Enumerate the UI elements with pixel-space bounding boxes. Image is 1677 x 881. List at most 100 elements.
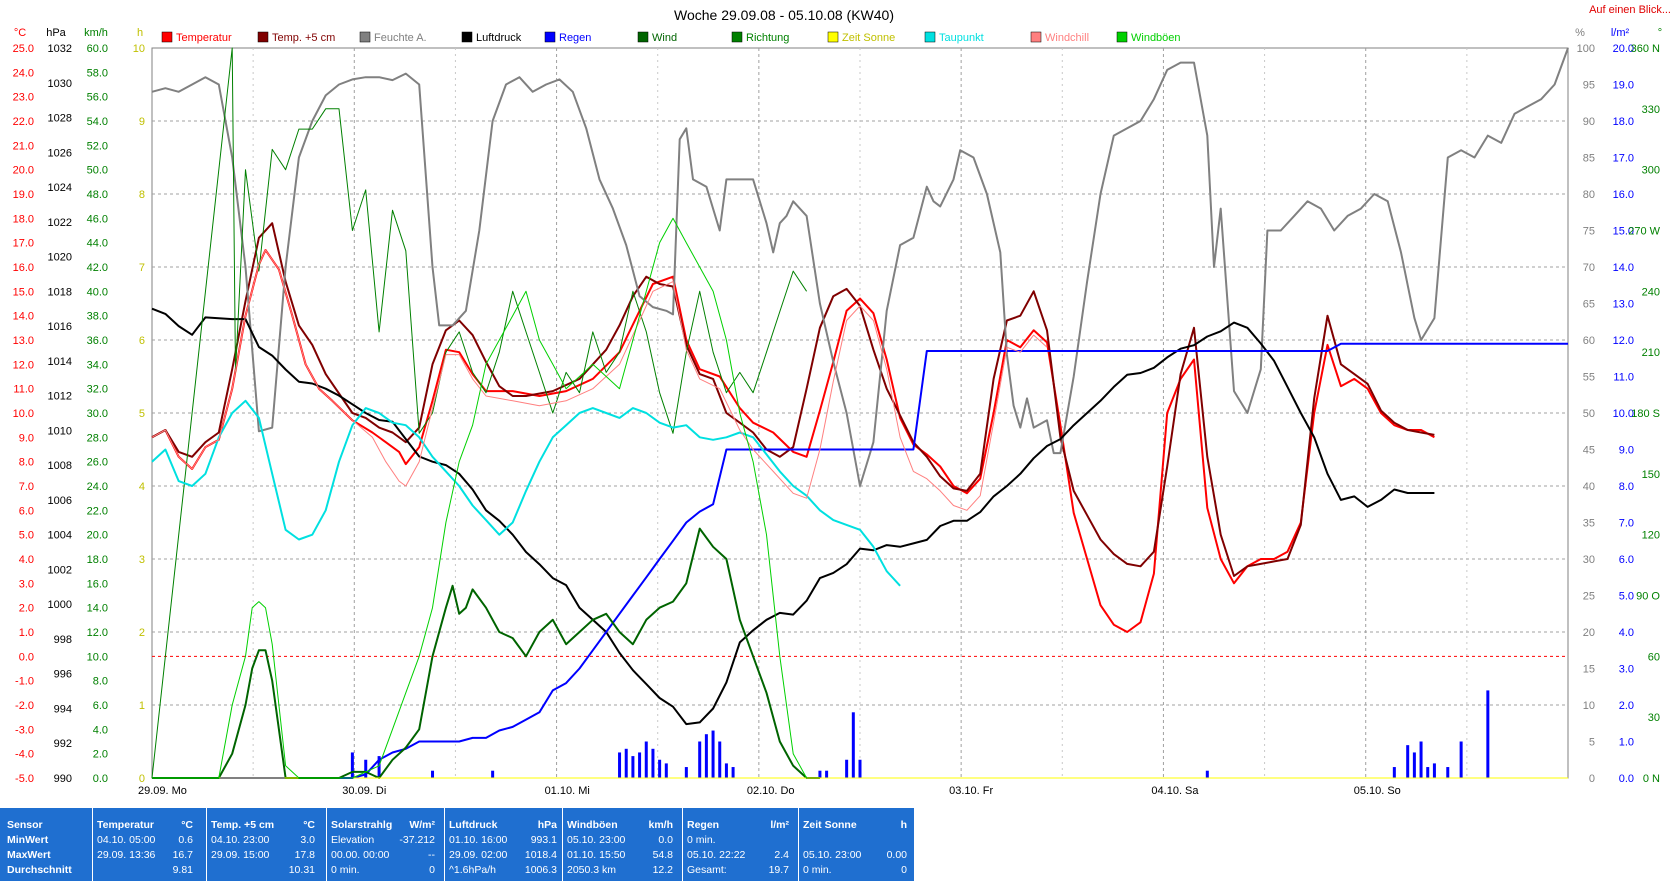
- legend-swatch: [924, 31, 936, 43]
- x-tick-label: 01.10. Mi: [545, 785, 590, 797]
- x-tick-label: 05.10. So: [1354, 785, 1401, 797]
- axis-tick-hum_pct: 0: [1589, 773, 1595, 785]
- stat-temp5-title: Temp. +5 cm: [211, 819, 275, 831]
- axis-tick-press_hpa: 1020: [48, 252, 72, 264]
- axis-tick-hum_pct: 55: [1583, 372, 1595, 384]
- legend-swatch: [1116, 31, 1128, 43]
- axis-tick-dir_deg: 240: [1642, 286, 1660, 298]
- axis-tick-press_hpa: 996: [54, 669, 72, 681]
- axis-tick-rain_lm2: 0.0: [1619, 773, 1634, 785]
- stat-windboeen-avg: 12.2: [652, 864, 673, 876]
- axis-tick-hum_pct: 35: [1583, 518, 1595, 530]
- stat-windboeen-avg_time: 2050.3 km: [567, 864, 617, 876]
- rain-bar: [491, 770, 495, 778]
- rain-bar: [1205, 770, 1209, 778]
- axis-tick-dir_deg: 360 N: [1631, 43, 1660, 55]
- axis-tick-sun_h: 5: [139, 408, 145, 420]
- stats-group-temp5: Temp. +5 cm °C 04.10. 23:00 3.0 29.09. 15:00…: [206, 808, 319, 881]
- axis-tick-press_hpa: 1000: [48, 599, 72, 611]
- stat-windboeen-min_time: 05.10. 23:00: [567, 834, 626, 846]
- axis-tick-hum_pct: 20: [1583, 627, 1595, 639]
- axis-tick-press_hpa: 1018: [48, 286, 72, 298]
- axis-tick-wind_kmh: 24.0: [87, 481, 108, 493]
- axis-tick-wind_kmh: 30.0: [87, 408, 108, 420]
- stat-temp5-min_val: 3.0: [300, 834, 315, 846]
- axis-tick-rain_lm2: 10.0: [1613, 408, 1634, 420]
- axis-tick-temp_c: -3.0: [15, 724, 34, 736]
- axis-tick-temp_c: 23.0: [13, 92, 34, 104]
- axis-tick-temp_c: 25.0: [13, 43, 34, 55]
- rain-bar: [851, 712, 855, 778]
- stat-temp5-avg: 10.31: [288, 864, 315, 876]
- legend-swatch: [461, 31, 473, 43]
- legend-swatch: [161, 31, 173, 43]
- rain-bar: [1412, 752, 1416, 778]
- axis-tick-sun_h: 8: [139, 189, 145, 201]
- legend-swatch: [359, 31, 371, 43]
- rain-bar: [1446, 767, 1450, 778]
- axis-tick-press_hpa: 1006: [48, 495, 72, 507]
- axis-tick-temp_c: 22.0: [13, 116, 34, 128]
- axis-tick-rain_lm2: 13.0: [1613, 299, 1634, 311]
- axis-tick-temp_c: 21.0: [13, 140, 34, 152]
- series-line-regen: [152, 342, 1568, 779]
- stat-regen-max_time: 05.10. 22:22: [687, 849, 746, 861]
- axis-tick-rain_lm2: 11.0: [1613, 372, 1634, 384]
- overview-link[interactable]: Auf einen Blick...: [1589, 4, 1671, 16]
- axis-tick-dir_deg: 150: [1642, 469, 1660, 481]
- axis-tick-sun_h: 10: [133, 43, 145, 55]
- axis-tick-press_hpa: 992: [54, 738, 72, 750]
- rain-bar: [845, 759, 849, 778]
- axis-tick-wind_kmh: 42.0: [87, 262, 108, 274]
- series-line-wind: [152, 527, 820, 779]
- axis-tick-sun_h: 2: [139, 627, 145, 639]
- rain-bar: [718, 741, 722, 778]
- axis-tick-wind_kmh: 8.0: [93, 676, 108, 688]
- axis-tick-hum_pct: 25: [1583, 591, 1595, 603]
- rain-bar: [704, 734, 708, 778]
- axis-tick-dir_deg: 90 O: [1636, 591, 1660, 603]
- stat-luftdruck-min_val: 993.1: [530, 834, 557, 846]
- legend-label: Windböen: [1131, 32, 1181, 44]
- axis-tick-hum_pct: 15: [1583, 664, 1595, 676]
- axis-tick-press_hpa: 1002: [48, 564, 72, 576]
- rain-bar: [377, 756, 381, 778]
- stat-solar-title: Solarstrahlg: [331, 819, 393, 831]
- rain-bar: [631, 756, 635, 778]
- stat-sonne-max_val: 0.00: [886, 849, 907, 861]
- axis-tick-press_hpa: 1010: [48, 425, 72, 437]
- axis-tick-wind_kmh: 32.0: [87, 384, 108, 396]
- axis-tick-rain_lm2: 1.0: [1619, 737, 1634, 749]
- axis-tick-press_hpa: 998: [54, 634, 72, 646]
- axis-tick-hum_pct: 80: [1583, 189, 1595, 201]
- axis-tick-temp_c: 17.0: [13, 238, 34, 250]
- axis-tick-rain_lm2: 17.0: [1613, 153, 1634, 165]
- stat-sonne-max_time: 05.10. 23:00: [803, 849, 862, 861]
- rain-bar: [711, 730, 715, 778]
- stat-temp5-unit: °C: [303, 819, 315, 831]
- axis-tick-hum_pct: 95: [1583, 80, 1595, 92]
- stat-temp5-max_val: 17.8: [294, 849, 315, 861]
- axis-tick-hum_pct: 100: [1577, 43, 1595, 55]
- rain-bars: [350, 690, 1490, 778]
- x-tick-label: 03.10. Fr: [949, 785, 993, 797]
- axis-tick-wind_kmh: 0.0: [93, 773, 108, 785]
- weather-chart: 29.09. Mo 30.09. Di 01.10. Mi 02.10. Do 03.1…: [13, 7, 1663, 797]
- axis-tick-hum_pct: 50: [1583, 408, 1595, 420]
- axis-tick-temp_c: 20.0: [13, 165, 34, 177]
- axis-tick-sun_h: 7: [139, 262, 145, 274]
- stat-temperatur-min_time: 04.10. 05:00: [97, 834, 156, 846]
- legend-swatch: [637, 31, 649, 43]
- rain-bar: [724, 763, 728, 778]
- stats-group-luftdruck: Luftdruck hPa 01.10. 16:00 993.1 29.09. 02:0…: [444, 808, 561, 881]
- axis-unit-dir_deg: °: [1658, 27, 1662, 39]
- axis-tick-rain_lm2: 20.0: [1613, 43, 1634, 55]
- stat-solar-avg_time: 0 min.: [331, 864, 360, 876]
- stat-sonne-avg_time: 0 min.: [803, 864, 832, 876]
- chart-axes: °C -5.0 -4.0 -3.0 -2.0 -1.0 0.0 1.0 2.0 3.0 4.0 5.0…: [13, 27, 1663, 785]
- axis-tick-temp_c: 24.0: [13, 67, 34, 79]
- series-lines: [151, 47, 1569, 779]
- rain-bar: [624, 748, 628, 778]
- axis-tick-press_hpa: 994: [54, 703, 72, 715]
- x-tick-label: 04.10. Sa: [1151, 785, 1199, 797]
